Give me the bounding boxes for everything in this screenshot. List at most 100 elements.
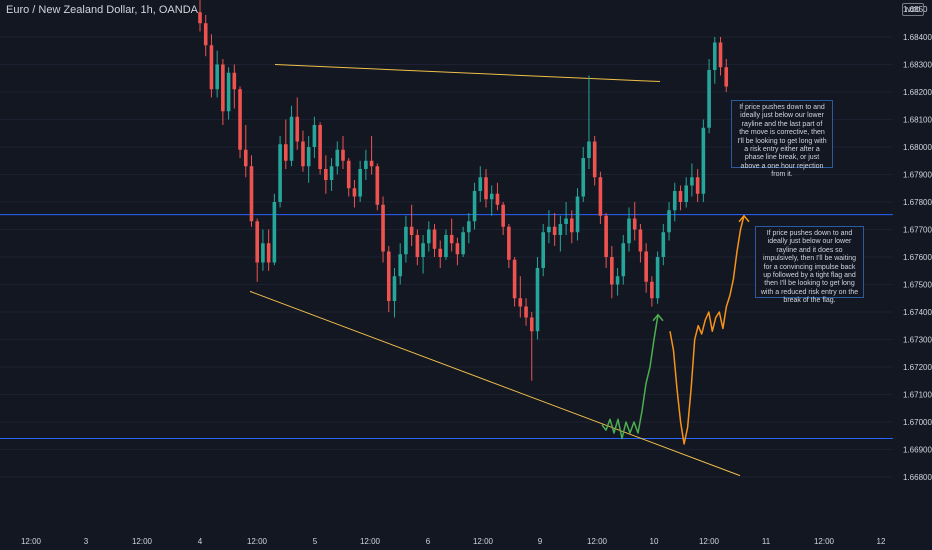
time-tick-label: 12:00 — [473, 537, 494, 546]
candle-body — [421, 243, 425, 257]
candle-body — [203, 23, 208, 46]
candle-body — [472, 191, 477, 222]
rayline — [274, 64, 661, 83]
candle-body — [581, 158, 586, 197]
candle-body — [518, 298, 523, 307]
candle-body — [724, 67, 729, 87]
candle-body — [547, 226, 551, 233]
candle-body — [667, 210, 671, 233]
projection-paths[interactable] — [601, 214, 750, 445]
candle-body — [381, 204, 385, 252]
price-tick-label: 1.67200 — [903, 363, 932, 372]
price-tick-label: 1.67700 — [903, 226, 932, 235]
time-tick-label: 4 — [198, 537, 203, 546]
candle-body — [529, 317, 534, 332]
time-tick-label: 12:00 — [21, 537, 42, 546]
candle-body — [284, 144, 288, 161]
candle-body — [684, 185, 688, 202]
candle-body — [358, 169, 362, 197]
candle-body — [575, 196, 580, 233]
price-tick-label: 1.67600 — [903, 253, 932, 262]
time-tick-label: 12:00 — [132, 537, 153, 546]
candle-body — [295, 116, 300, 142]
price-tick-label: 1.67800 — [903, 198, 932, 207]
candle-body — [352, 188, 357, 197]
note-corrective-scenario[interactable]: If price pushes down to and ideally just… — [731, 100, 833, 178]
candle-body — [621, 243, 626, 277]
candle-body — [329, 166, 334, 180]
time-tick-label: 9 — [538, 537, 543, 546]
time-tick-label: 6 — [426, 537, 431, 546]
candle-body — [713, 42, 717, 70]
candle-body — [444, 235, 448, 257]
time-tick-label: 12:00 — [360, 537, 381, 546]
candle-body — [678, 191, 683, 202]
rayline — [249, 290, 741, 477]
candle-body — [289, 116, 294, 161]
candle-body — [661, 232, 666, 257]
candle-body — [226, 72, 231, 112]
candle-body — [627, 218, 631, 244]
candle-body — [301, 141, 305, 167]
price-tick-label: 1.68300 — [903, 61, 932, 70]
price-tick-label: 1.68400 — [903, 33, 932, 42]
candle-body — [364, 160, 368, 169]
candle-body — [644, 251, 648, 282]
candle-body — [409, 226, 414, 235]
candle-body — [598, 177, 603, 216]
candle-body — [610, 257, 614, 285]
candles — [198, 0, 729, 381]
chart-grid — [0, 36, 893, 478]
candle-body — [484, 177, 488, 200]
candle-body — [507, 226, 511, 260]
candle-body — [238, 89, 242, 150]
path-arrowhead — [738, 214, 750, 223]
time-axis[interactable]: 12:00 3 12:00 4 12:00 5 12:00 6 12:00 9 12:00 10 12:… — [21, 537, 886, 546]
note-impulsive-scenario[interactable]: If price pushes down to and ideally just… — [755, 226, 864, 304]
symbol-title[interactable]: Euro / New Zealand Dollar, 1h, OANDA — [6, 4, 198, 16]
candle-body — [535, 268, 540, 332]
candle-body — [392, 276, 397, 301]
candle-body — [369, 160, 374, 167]
candle-body — [478, 177, 483, 191]
time-tick-label: 10 — [650, 537, 659, 546]
projection-path — [669, 215, 745, 445]
candle-body — [261, 243, 265, 263]
candle-body — [266, 243, 271, 263]
candle-body — [672, 191, 677, 211]
candle-body — [415, 235, 420, 257]
candle-body — [718, 42, 723, 68]
horizontal-lines[interactable] — [0, 214, 893, 439]
candle-body — [615, 276, 620, 285]
price-tick-label: 1.68100 — [903, 116, 932, 125]
time-tick-label: 12 — [877, 537, 886, 546]
candle-body — [587, 141, 591, 158]
price-tick-label: 1.67300 — [903, 336, 932, 345]
candle-body — [318, 125, 322, 169]
candle-body — [501, 204, 505, 227]
time-tick-label: 12:00 — [247, 537, 268, 546]
path-arrowhead — [652, 313, 664, 322]
time-tick-label: 12:00 — [587, 537, 608, 546]
candle-body — [461, 232, 465, 255]
candle-body — [243, 149, 248, 167]
candle-body — [541, 232, 545, 268]
candle-body — [489, 193, 494, 200]
candle-body — [324, 169, 328, 180]
price-tick-label: 1.67500 — [903, 281, 932, 290]
candle-body — [306, 147, 311, 167]
candle-body — [695, 177, 700, 194]
candle-body — [655, 257, 660, 299]
time-tick-label: 12:00 — [699, 537, 720, 546]
price-axis[interactable]: 1.68400 1.68300 1.68200 1.68100 1.68000 1.679… — [903, 5, 932, 482]
candle-body — [558, 224, 563, 235]
price-tick-label: 1.67000 — [903, 418, 932, 427]
candle-body — [552, 226, 557, 235]
price-tick-label: 1.68200 — [903, 88, 932, 97]
candle-body — [632, 218, 637, 230]
raylines[interactable] — [249, 64, 741, 477]
candle-body — [432, 229, 437, 249]
candle-body — [341, 149, 345, 161]
currency-badge[interactable]: NZD — [902, 3, 924, 16]
